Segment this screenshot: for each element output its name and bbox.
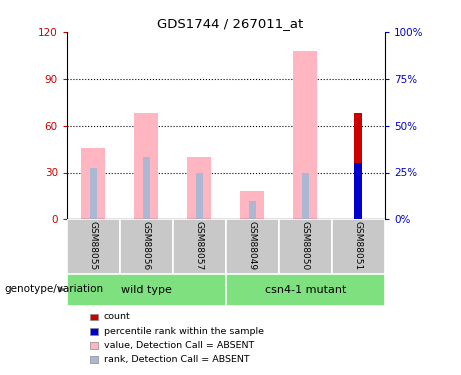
Text: value, Detection Call = ABSENT: value, Detection Call = ABSENT — [104, 341, 254, 350]
Bar — [188, 157, 211, 219]
Bar — [67, 274, 226, 306]
Text: percentile rank within the sample: percentile rank within the sample — [104, 327, 264, 336]
Text: GSM88057: GSM88057 — [195, 221, 204, 270]
Bar — [355, 163, 362, 219]
Text: genotype/variation: genotype/variation — [5, 285, 104, 294]
Text: wild type: wild type — [121, 285, 172, 295]
Bar — [279, 219, 332, 274]
Text: rank, Detection Call = ABSENT: rank, Detection Call = ABSENT — [104, 355, 249, 364]
Bar — [90, 328, 98, 334]
Bar — [355, 113, 362, 219]
Text: csn4-1 mutant: csn4-1 mutant — [265, 285, 346, 295]
Bar — [67, 219, 120, 274]
Bar — [90, 168, 96, 219]
Bar — [196, 172, 202, 219]
Bar — [135, 113, 158, 219]
Text: GSM88049: GSM88049 — [248, 221, 257, 270]
Text: GDS1744 / 267011_at: GDS1744 / 267011_at — [157, 17, 304, 30]
Bar — [173, 219, 226, 274]
Bar — [294, 51, 317, 219]
Bar — [143, 157, 149, 219]
Text: GSM88056: GSM88056 — [142, 221, 151, 270]
Text: count: count — [104, 312, 130, 321]
Bar — [90, 314, 98, 320]
Bar — [249, 201, 255, 219]
Bar — [120, 219, 173, 274]
Bar — [82, 147, 105, 219]
Text: GSM88051: GSM88051 — [354, 221, 363, 270]
Bar — [241, 191, 264, 219]
Text: GSM88050: GSM88050 — [301, 221, 310, 270]
Bar — [90, 356, 98, 363]
Bar — [332, 219, 385, 274]
Bar — [302, 172, 308, 219]
Bar — [226, 219, 279, 274]
Bar — [90, 342, 98, 349]
Text: GSM88055: GSM88055 — [89, 221, 98, 270]
Bar — [226, 274, 385, 306]
